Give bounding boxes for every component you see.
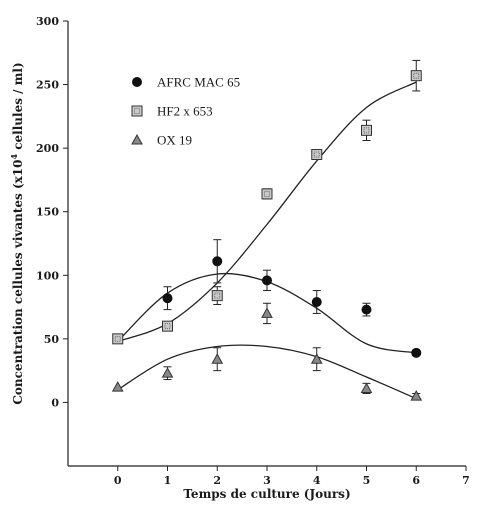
data-point-ox-19	[261, 307, 273, 318]
data-point-hf2-x-653	[311, 149, 323, 160]
data-point-ox-19	[211, 353, 224, 364]
data-point-ox-19	[310, 353, 323, 364]
x-tick-label: 5	[363, 474, 371, 487]
square-marker-inner	[214, 292, 221, 299]
fit-curve-hf2-x-653	[117, 81, 417, 343]
square-marker-body	[410, 70, 422, 82]
data-point-hf2-x-653	[410, 70, 422, 82]
data-point-ox-19	[360, 382, 373, 393]
square-marker-body	[211, 290, 223, 302]
square-marker-body	[131, 105, 143, 117]
square-marker-inner	[134, 108, 140, 114]
data-point-hf2-x-653	[261, 188, 273, 200]
legend-marker-ox-19	[131, 133, 143, 145]
y-tick-label: 250	[36, 79, 59, 92]
square-marker-body	[311, 149, 323, 160]
square-marker-inner	[114, 335, 121, 342]
y-axis-label: Concentration cellules vivantes (x104 ce…	[9, 62, 25, 404]
data-point-hf2-x-653	[361, 124, 372, 136]
data-point-hf2-x-653	[211, 290, 223, 302]
data-point-hf2-x-653	[112, 333, 124, 345]
axes	[67, 21, 466, 467]
ticks: 0 1 2 3 4 5 6 7 0 50 100 150 200 250 300	[36, 15, 470, 487]
data-point-afrc-mac-65	[361, 304, 372, 315]
square-marker-inner	[413, 72, 420, 79]
y-tick-label: 0	[51, 396, 59, 409]
data-marks	[111, 59, 423, 401]
legend-marker-hf2-x-653	[131, 105, 143, 117]
x-tick-label: 2	[213, 474, 221, 487]
data-point-afrc-mac-65	[262, 275, 272, 286]
square-marker-inner	[363, 127, 370, 134]
square-marker-body	[112, 333, 124, 345]
square-marker-body	[261, 188, 273, 200]
data-point-afrc-mac-65	[311, 296, 322, 307]
legend-marker-afrc-mac-65	[132, 77, 142, 87]
y-tick-label: 200	[36, 142, 59, 155]
x-tick-label: 0	[114, 474, 122, 487]
legend-label-ox-19: OX 19	[157, 133, 192, 148]
y-axis-label-unit: cellules / ml)	[11, 62, 25, 154]
y-tick-label: 300	[36, 15, 59, 28]
y-axis-label-exponent: 4	[9, 154, 19, 160]
square-marker-body	[162, 320, 173, 332]
data-point-afrc-mac-65	[411, 347, 422, 358]
square-marker-inner	[264, 191, 270, 197]
square-marker-inner	[313, 151, 320, 158]
data-point-ox-19	[410, 390, 423, 401]
data-point-hf2-x-653	[162, 320, 173, 332]
data-point-ox-19	[161, 367, 174, 378]
legend-label-hf2-x-653: HF2 x 653	[157, 104, 213, 119]
x-tick-label: 1	[164, 474, 172, 487]
x-axis-label: Temps de culture (Jours)	[183, 487, 350, 501]
y-tick-label: 50	[44, 333, 60, 346]
y-tick-label: 150	[36, 206, 59, 219]
x-tick-label: 3	[263, 474, 271, 487]
x-tick-label: 6	[412, 474, 420, 487]
x-tick-label: 7	[462, 474, 470, 487]
data-point-afrc-mac-65	[212, 256, 223, 267]
square-marker-inner	[164, 323, 171, 330]
x-tick-label: 4	[313, 474, 321, 487]
fit-curve-ox-19	[117, 344, 417, 400]
square-marker-body	[361, 124, 372, 136]
data-point-ox-19	[111, 381, 124, 392]
y-axis-label-main: Concentration cellules vivantes (x10	[11, 160, 25, 405]
legend: AFRC MAC 65 HF2 x 653 OX 19	[131, 75, 240, 148]
data-point-afrc-mac-65	[162, 293, 173, 304]
y-tick-label: 100	[36, 269, 59, 282]
legend-label-afrc-mac-65: AFRC MAC 65	[157, 75, 240, 90]
